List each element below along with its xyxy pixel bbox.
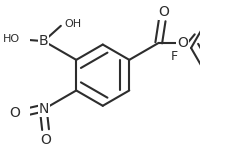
Text: OH: OH (64, 19, 81, 29)
Text: O: O (40, 133, 51, 147)
Text: O: O (158, 5, 169, 19)
Text: O: O (9, 106, 20, 120)
Text: HO: HO (3, 34, 20, 44)
Text: F: F (171, 50, 178, 63)
Text: O: O (177, 36, 188, 50)
Text: N: N (39, 102, 49, 116)
Text: B: B (39, 34, 49, 48)
